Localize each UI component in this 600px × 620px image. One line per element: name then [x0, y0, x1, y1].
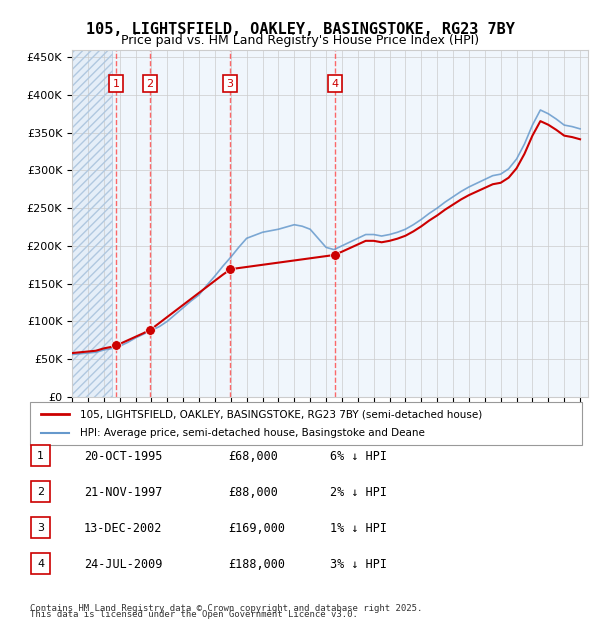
FancyBboxPatch shape [30, 402, 582, 445]
Text: 3: 3 [226, 79, 233, 89]
Text: 6% ↓ HPI: 6% ↓ HPI [330, 450, 387, 463]
Text: 3% ↓ HPI: 3% ↓ HPI [330, 558, 387, 570]
Text: 21-NOV-1997: 21-NOV-1997 [84, 486, 163, 498]
Text: £188,000: £188,000 [228, 558, 285, 570]
FancyBboxPatch shape [31, 445, 50, 466]
Text: 20-OCT-1995: 20-OCT-1995 [84, 450, 163, 463]
Text: 1: 1 [37, 451, 44, 461]
Text: 13-DEC-2002: 13-DEC-2002 [84, 522, 163, 534]
FancyBboxPatch shape [31, 553, 50, 574]
Text: £169,000: £169,000 [228, 522, 285, 534]
Text: 1: 1 [113, 79, 120, 89]
Text: 3: 3 [37, 523, 44, 533]
Text: £68,000: £68,000 [228, 450, 278, 463]
Text: 2% ↓ HPI: 2% ↓ HPI [330, 486, 387, 498]
Text: HPI: Average price, semi-detached house, Basingstoke and Deane: HPI: Average price, semi-detached house,… [80, 428, 425, 438]
Text: This data is licensed under the Open Government Licence v3.0.: This data is licensed under the Open Gov… [30, 609, 358, 619]
Text: 105, LIGHTSFIELD, OAKLEY, BASINGSTOKE, RG23 7BY (semi-detached house): 105, LIGHTSFIELD, OAKLEY, BASINGSTOKE, R… [80, 409, 482, 419]
Text: 1% ↓ HPI: 1% ↓ HPI [330, 522, 387, 534]
FancyBboxPatch shape [31, 481, 50, 502]
Text: 4: 4 [331, 79, 338, 89]
Text: 4: 4 [37, 559, 44, 569]
Text: 2: 2 [37, 487, 44, 497]
FancyBboxPatch shape [31, 517, 50, 538]
Text: £88,000: £88,000 [228, 486, 278, 498]
Text: 24-JUL-2009: 24-JUL-2009 [84, 558, 163, 570]
Text: 2: 2 [146, 79, 153, 89]
Text: Price paid vs. HM Land Registry's House Price Index (HPI): Price paid vs. HM Land Registry's House … [121, 34, 479, 47]
Text: 105, LIGHTSFIELD, OAKLEY, BASINGSTOKE, RG23 7BY: 105, LIGHTSFIELD, OAKLEY, BASINGSTOKE, R… [86, 22, 514, 37]
Text: Contains HM Land Registry data © Crown copyright and database right 2025.: Contains HM Land Registry data © Crown c… [30, 603, 422, 613]
